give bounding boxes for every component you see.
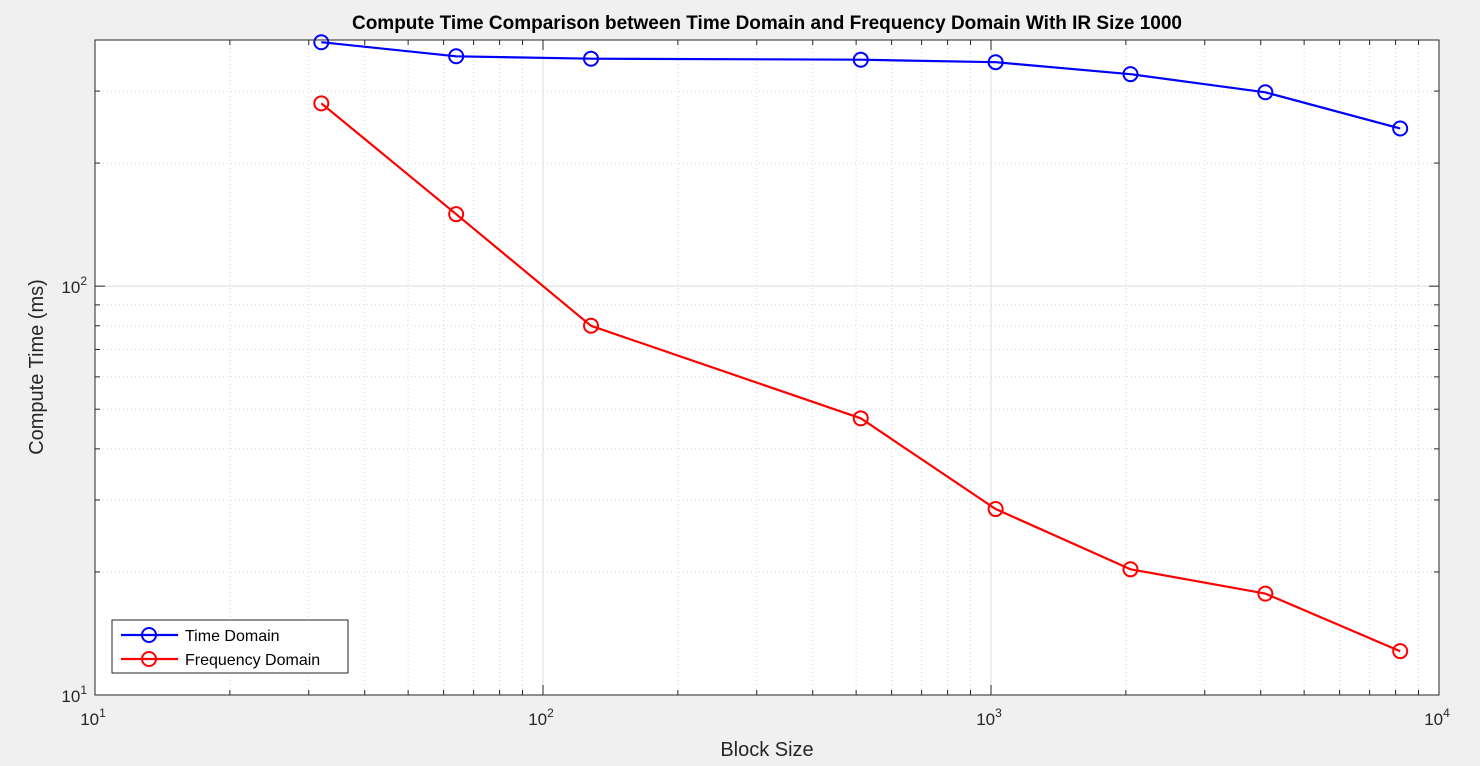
series-0-point — [1122, 66, 1139, 83]
series-0-point — [448, 48, 465, 65]
grid-layer — [94, 39, 1439, 696]
series-0-point — [583, 50, 600, 67]
series-1-point — [583, 317, 600, 334]
series-0-point — [1257, 84, 1274, 101]
chart-title: Compute Time Comparison between Time Dom… — [352, 13, 1182, 34]
series-1-point — [1257, 585, 1274, 602]
series-line-1 — [320, 102, 1401, 653]
plot-frame — [94, 39, 1440, 696]
series-1-point — [1392, 643, 1409, 660]
legend-label-1: Frequency Domain — [185, 652, 320, 669]
plot-area — [95, 40, 1439, 695]
series-1-point — [852, 410, 869, 427]
legend-marker-1 — [141, 651, 157, 667]
legend-marker-0 — [141, 627, 157, 643]
y-tick-label: 102 — [61, 274, 87, 297]
series-0-point — [852, 51, 869, 68]
series-1-point — [987, 501, 1004, 518]
series-1-point — [1122, 561, 1139, 578]
series-layer — [313, 34, 1409, 660]
x-tick-label: 103 — [976, 706, 1002, 729]
series-0-point — [987, 54, 1004, 71]
y-tick-label: 101 — [61, 683, 87, 706]
legend: Time Domain Frequency Domain — [111, 619, 349, 674]
series-1-point — [313, 95, 330, 112]
x-tick-label: 101 — [80, 706, 106, 729]
series-line-0 — [321, 41, 1401, 130]
legend-label-0: Time Domain — [185, 628, 280, 645]
series-1-point — [448, 206, 465, 223]
series-0-point — [1392, 120, 1409, 137]
y-axis-label: Compute Time (ms) — [26, 279, 48, 455]
tick-layer: 101 102 103 104 101 102 — [61, 39, 1450, 729]
x-tick-label: 104 — [1424, 706, 1450, 729]
series-0-point — [313, 34, 330, 51]
x-axis-label: Block Size — [720, 739, 813, 761]
x-tick-label: 102 — [528, 706, 554, 729]
